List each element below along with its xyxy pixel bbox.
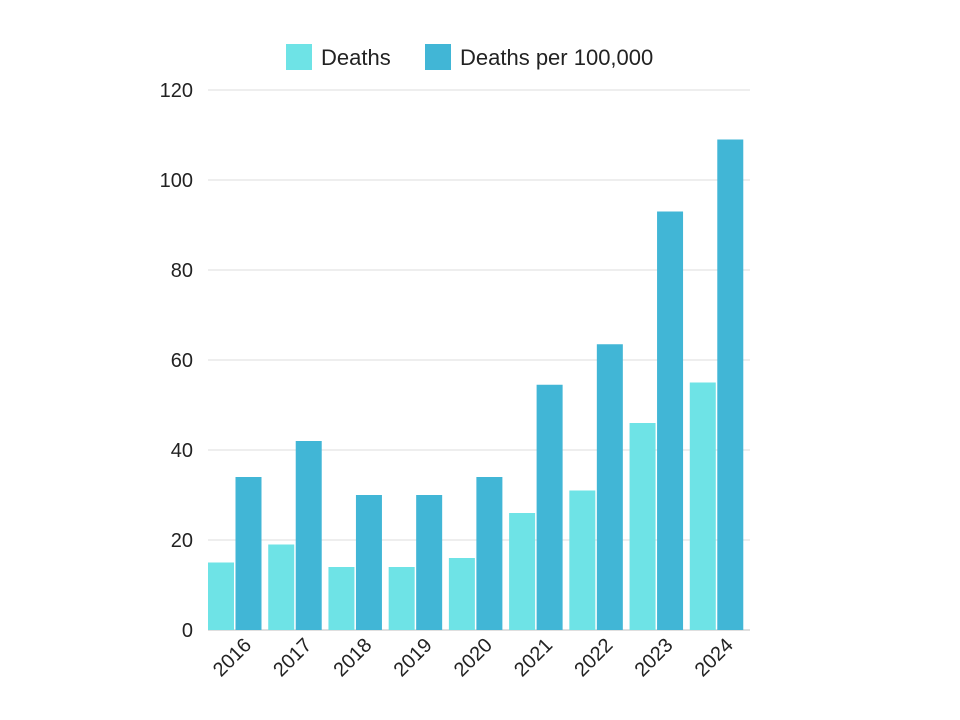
bar-deaths-per-100-000-2017 bbox=[295, 441, 322, 630]
bar-deaths-2018 bbox=[328, 567, 355, 630]
legend-swatch-deaths-per-100000 bbox=[425, 44, 451, 70]
bars bbox=[208, 139, 744, 630]
y-tick-label: 80 bbox=[171, 260, 193, 282]
x-tick-label: 2020 bbox=[450, 634, 497, 681]
bar-deaths-per-100-000-2022 bbox=[596, 344, 623, 630]
bar-deaths-per-100-000-2023 bbox=[657, 211, 684, 630]
bar-deaths-per-100-000-2019 bbox=[416, 495, 443, 630]
bar-deaths-2021 bbox=[509, 513, 536, 630]
bar-deaths-per-100-000-2021 bbox=[536, 384, 563, 630]
x-tick-label: 2021 bbox=[510, 634, 557, 681]
y-tick-label: 40 bbox=[171, 440, 193, 462]
y-tick-label: 100 bbox=[160, 170, 193, 192]
bar-deaths-2020 bbox=[448, 558, 475, 630]
bar-deaths-2019 bbox=[388, 567, 415, 630]
y-tick-label: 20 bbox=[171, 530, 193, 552]
x-tick-label: 2019 bbox=[390, 634, 437, 681]
x-tick-label: 2022 bbox=[570, 634, 617, 681]
bar-deaths-2017 bbox=[268, 544, 295, 630]
bar-deaths-per-100-000-2016 bbox=[235, 477, 262, 630]
bar-deaths-per-100-000-2020 bbox=[476, 477, 503, 630]
y-tick-label: 60 bbox=[171, 350, 193, 372]
x-tick-label: 2024 bbox=[691, 634, 738, 681]
bar-deaths-per-100-000-2024 bbox=[717, 139, 744, 630]
bar-deaths-per-100-000-2018 bbox=[355, 495, 382, 630]
x-tick-label: 2016 bbox=[209, 634, 256, 681]
y-tick-label: 120 bbox=[160, 80, 193, 102]
x-tick-label: 2017 bbox=[269, 634, 316, 681]
legend-label-deaths: Deaths bbox=[321, 45, 391, 70]
x-tick-label: 2018 bbox=[329, 634, 376, 681]
legend-swatch-deaths bbox=[286, 44, 312, 70]
legend: Deaths Deaths per 100,000 bbox=[286, 44, 653, 70]
y-tick-label: 0 bbox=[182, 620, 193, 642]
bar-deaths-2023 bbox=[629, 423, 656, 630]
x-tick-label: 2023 bbox=[631, 634, 678, 681]
legend-label-deaths-per-100000: Deaths per 100,000 bbox=[460, 45, 653, 70]
x-axis-tick-labels: 2016 2017 2018 2019 2020 2021 2022 2023 2024 bbox=[209, 634, 738, 681]
bar-deaths-2016 bbox=[208, 562, 234, 630]
bar-deaths-2024 bbox=[689, 382, 716, 630]
bar-deaths-2022 bbox=[569, 490, 596, 630]
y-axis-tick-labels: 0 20 40 60 80 100 120 bbox=[160, 80, 193, 642]
